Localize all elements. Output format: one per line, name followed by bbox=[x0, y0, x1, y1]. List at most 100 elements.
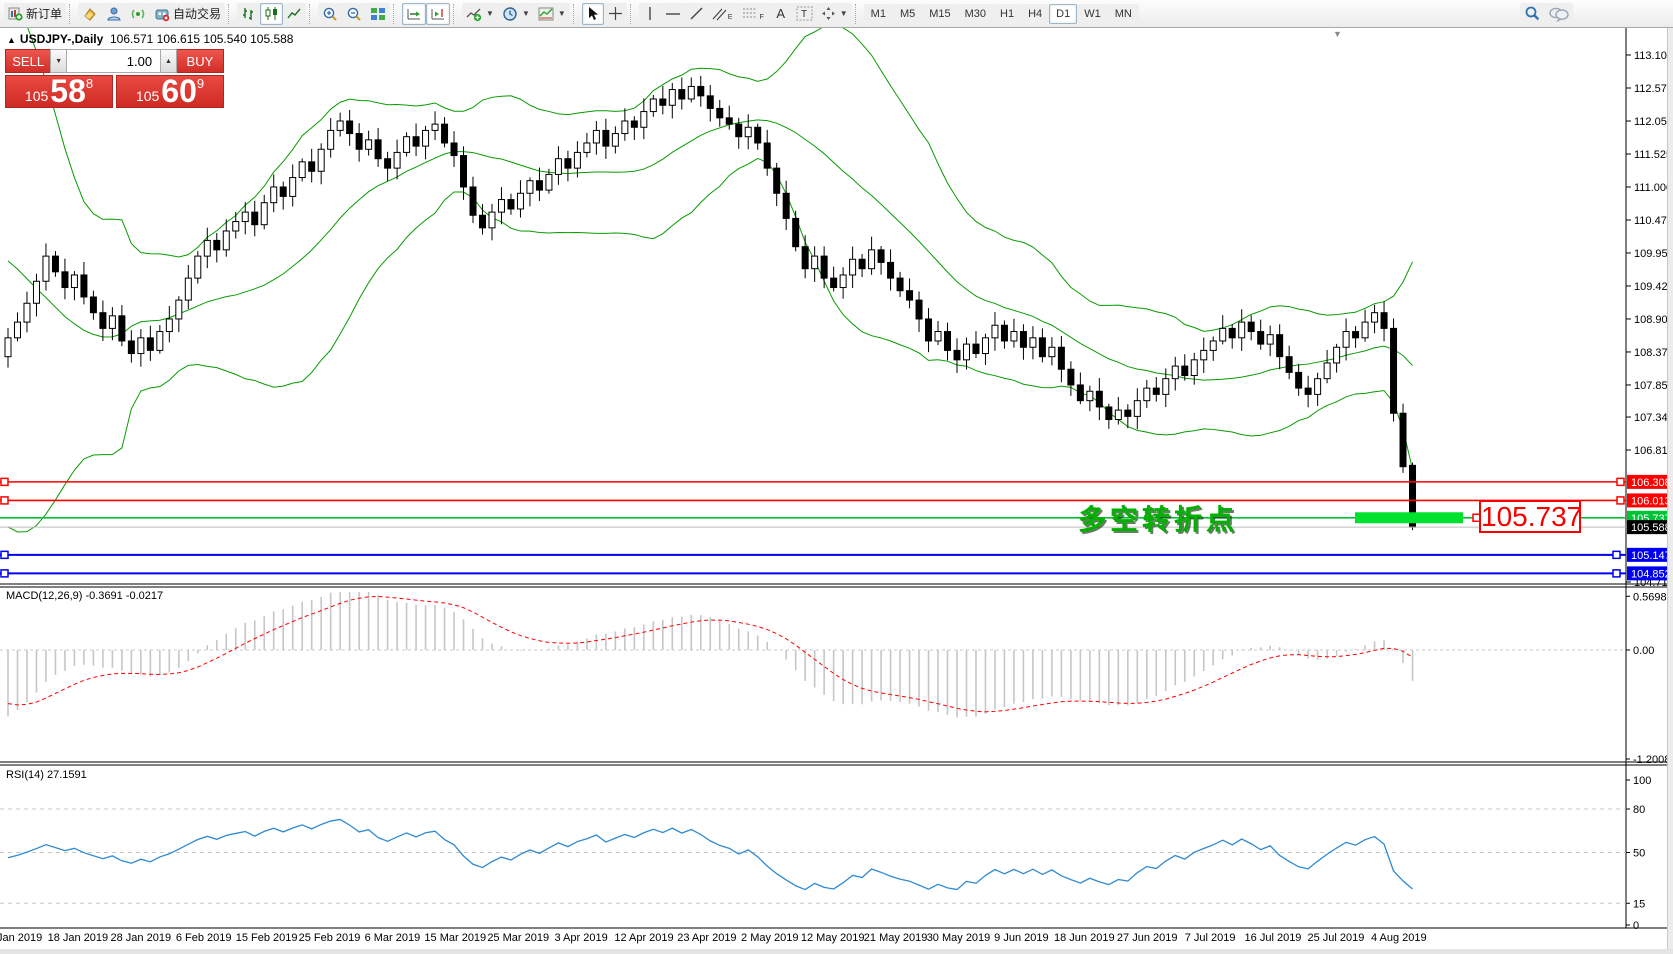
cursor-tool-button[interactable] bbox=[581, 2, 604, 25]
turning-point-text[interactable]: 多空转折点 bbox=[1078, 504, 1239, 535]
price-tick-label: 112.575 bbox=[1634, 83, 1673, 95]
rsi-tick-label: 50 bbox=[1633, 848, 1645, 860]
tile-windows-button[interactable] bbox=[366, 2, 391, 25]
price-tick-label: 113.100 bbox=[1634, 50, 1673, 62]
arrows-tool-button[interactable]: ▼ bbox=[816, 2, 852, 25]
auto-trading-button[interactable]: 自动交易 bbox=[150, 2, 226, 25]
line-chart-button[interactable] bbox=[283, 2, 307, 25]
bar-chart-button[interactable] bbox=[237, 2, 261, 25]
chart-shift-marker[interactable]: ▼ bbox=[1333, 29, 1342, 39]
timeframe-m1[interactable]: M1 bbox=[863, 3, 893, 24]
timeframe-w1[interactable]: W1 bbox=[1077, 3, 1108, 24]
community-chat-button[interactable] bbox=[1545, 2, 1573, 25]
timeframe-m5[interactable]: M5 bbox=[892, 3, 923, 24]
profiles-button[interactable] bbox=[102, 2, 127, 25]
candle bbox=[649, 98, 657, 113]
fibonacci-tool-button[interactable]: F bbox=[738, 2, 770, 25]
candle bbox=[317, 148, 325, 172]
timeframe-group: M1 M5 M15 M30 H1 H4 D1 W1 MN bbox=[863, 3, 1139, 24]
price-tick-label: 112.050 bbox=[1634, 116, 1673, 128]
candle bbox=[583, 142, 591, 153]
add-indicator-icon bbox=[466, 6, 482, 22]
candle bbox=[469, 186, 477, 216]
candle bbox=[213, 239, 221, 251]
zoom-out-icon bbox=[346, 6, 362, 22]
timeframe-h1[interactable]: H1 bbox=[993, 3, 1022, 24]
candlestick-chart-button[interactable] bbox=[260, 2, 284, 25]
rsi-line bbox=[7, 818, 1413, 891]
candle bbox=[1276, 334, 1284, 358]
candle bbox=[621, 120, 629, 135]
level-handle[interactable] bbox=[0, 569, 9, 578]
candle bbox=[146, 337, 154, 351]
horizontal-line-tool-button[interactable] bbox=[660, 2, 685, 25]
level-handle[interactable] bbox=[0, 550, 9, 560]
candle bbox=[1048, 346, 1056, 358]
candle bbox=[1105, 406, 1113, 421]
sell-button[interactable]: SELL bbox=[5, 49, 51, 73]
new-order-button[interactable]: 新订单 bbox=[4, 2, 67, 25]
collapse-panel-icon[interactable]: ▲ bbox=[7, 35, 16, 45]
timeframe-h4[interactable]: H4 bbox=[1021, 3, 1050, 24]
turning-point-price-label[interactable]: 105.737 bbox=[1479, 500, 1583, 533]
auto-scroll-button[interactable] bbox=[402, 2, 427, 25]
new-order-label: 新订单 bbox=[26, 7, 63, 21]
candle bbox=[156, 331, 164, 351]
level-handle[interactable] bbox=[0, 477, 9, 487]
timeframe-mn[interactable]: MN bbox=[1107, 3, 1139, 24]
zoom-out-button[interactable] bbox=[342, 2, 367, 25]
level-handle[interactable] bbox=[1616, 496, 1625, 505]
crosshair-tool-button[interactable] bbox=[603, 2, 627, 25]
rsi-tick-label: 0 bbox=[1633, 920, 1639, 932]
volume-input[interactable] bbox=[67, 49, 161, 73]
candle bbox=[1219, 327, 1227, 342]
chart-shift-button[interactable] bbox=[426, 2, 451, 25]
level-handle[interactable] bbox=[1612, 550, 1621, 560]
vertical-line-tool-button[interactable] bbox=[638, 2, 661, 25]
buy-button[interactable]: BUY bbox=[176, 49, 224, 73]
symbol-title: USDJPY-,Daily bbox=[19, 32, 104, 46]
market-watch-button[interactable] bbox=[78, 2, 103, 25]
timeframe-m30[interactable]: M30 bbox=[957, 3, 994, 24]
price-chart: 113.100 112.575 112.050 111.525 111.000 110.4… bbox=[0, 28, 1673, 944]
candle bbox=[849, 258, 857, 276]
candle bbox=[260, 202, 268, 226]
zoom-in-button[interactable] bbox=[318, 2, 343, 25]
price-tag-label: 105.588 bbox=[1631, 522, 1671, 534]
candle bbox=[32, 280, 40, 304]
candle bbox=[203, 239, 211, 257]
templates-button[interactable]: ▼ bbox=[533, 2, 570, 25]
volume-increase-button[interactable]: ▲ bbox=[160, 49, 177, 73]
indicators-button[interactable]: ▼ bbox=[462, 2, 498, 25]
level-handle[interactable] bbox=[0, 496, 9, 505]
volume-decrease-button[interactable]: ▼ bbox=[50, 49, 68, 73]
candle bbox=[1010, 331, 1018, 342]
signals-button[interactable] bbox=[126, 2, 151, 25]
window-right-edge bbox=[1667, 28, 1673, 954]
sell-price-box[interactable]: 105 58 8 bbox=[5, 75, 113, 108]
buy-price-box[interactable]: 105 60 9 bbox=[116, 75, 224, 108]
price-tag-label: 104.852 bbox=[1631, 568, 1671, 580]
text-tool-button[interactable]: A bbox=[769, 2, 792, 25]
turning-point-highlight-bar[interactable] bbox=[1355, 512, 1463, 524]
timeframe-d1[interactable]: D1 bbox=[1049, 3, 1078, 24]
candle bbox=[981, 337, 989, 355]
channel-tool-button[interactable]: E bbox=[707, 2, 739, 25]
level-handle[interactable] bbox=[1616, 477, 1625, 487]
search-button[interactable] bbox=[1520, 2, 1545, 25]
candle bbox=[346, 120, 354, 135]
candle bbox=[403, 136, 411, 153]
candle bbox=[716, 107, 724, 119]
level-handle[interactable] bbox=[1612, 569, 1621, 578]
periods-button[interactable]: ▼ bbox=[497, 2, 534, 25]
macd-histogram bbox=[7, 592, 1414, 718]
trendline-tool-button[interactable] bbox=[684, 2, 708, 25]
text-label-tool-button[interactable]: T bbox=[791, 2, 817, 25]
timeframe-m15[interactable]: M15 bbox=[922, 3, 958, 24]
candle bbox=[640, 111, 648, 128]
price-tag-106.013 bbox=[1627, 493, 1673, 508]
toolbar-separator bbox=[228, 3, 233, 24]
macd-tick-label: 0.00 bbox=[1633, 645, 1654, 657]
price-tag-label: 105.147 bbox=[1631, 550, 1671, 562]
candle bbox=[1228, 327, 1236, 339]
